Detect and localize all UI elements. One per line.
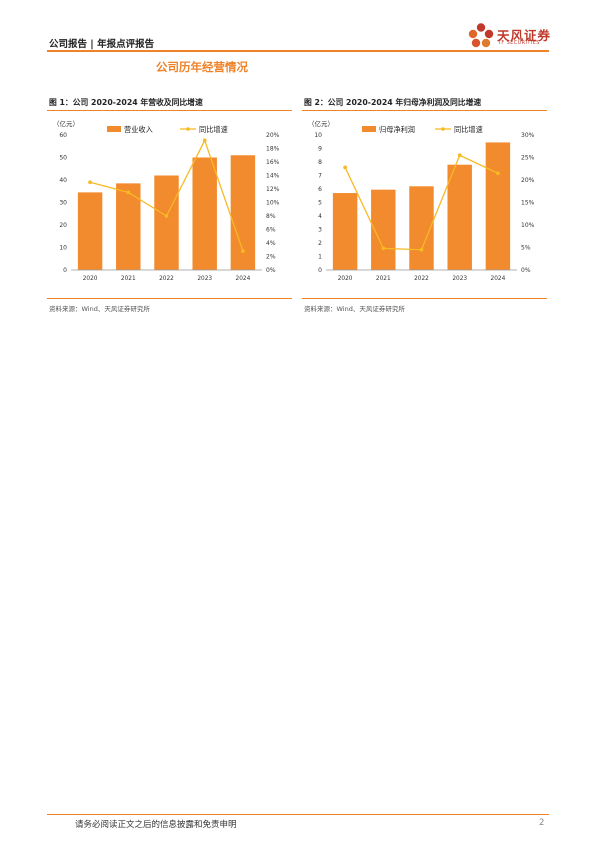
y-left-tick-label: 5 xyxy=(318,200,322,207)
company-logo: 天风证券 TF SECURITIES xyxy=(467,22,557,52)
bar xyxy=(77,192,103,270)
figure-1-title: 图 1：公司 2020-2024 年营收及同比增速 xyxy=(49,98,203,107)
bar xyxy=(332,193,358,270)
section-title: 公司历年经营情况 xyxy=(156,60,248,74)
y-right-tick-label: 10% xyxy=(266,200,280,207)
y-right-tick-label: 25% xyxy=(521,155,535,162)
growth-point xyxy=(164,214,169,218)
legend-line-marker xyxy=(186,127,190,131)
y-right-tick-label: 30% xyxy=(521,132,535,139)
x-tick-label: 2023 xyxy=(197,276,212,282)
y-left-tick-label: 3 xyxy=(318,227,322,234)
y-left-tick-label: 20 xyxy=(59,222,67,229)
x-tick-label: 2020 xyxy=(83,276,98,282)
y-left-tick-label: 9 xyxy=(318,146,322,153)
y-right-tick-label: 15% xyxy=(521,200,535,207)
logo-text: 天风证券 xyxy=(497,28,552,43)
y-left-tick-label: 2 xyxy=(318,240,322,247)
y-left-tick-label: 0 xyxy=(318,267,322,274)
y-left-tick-label: 10 xyxy=(314,132,322,139)
bar xyxy=(192,157,217,270)
y-right-tick-label: 4% xyxy=(266,240,276,247)
bar xyxy=(154,175,179,270)
growth-point xyxy=(496,171,500,176)
x-tick-label: 2021 xyxy=(376,276,391,282)
y-left-tick-label: 30 xyxy=(59,200,67,207)
growth-point xyxy=(457,153,462,158)
y-left-tick-label: 7 xyxy=(318,173,322,180)
y-left-tick-label: 6 xyxy=(318,186,322,193)
flower-logo-icon xyxy=(468,23,494,48)
growth-point xyxy=(343,165,347,170)
growth-point xyxy=(126,190,131,195)
y-right-tick-label: 18% xyxy=(266,146,280,153)
figure-1-bottom-rule xyxy=(47,298,292,299)
growth-point xyxy=(88,180,92,185)
x-tick-label: 2021 xyxy=(121,276,136,282)
y-right-tick-label: 5% xyxy=(521,245,531,252)
y-left-tick-label: 4 xyxy=(318,213,322,220)
legend-line-label: 同比增速 xyxy=(454,125,483,134)
y-left-tick-label: 1 xyxy=(318,254,322,261)
y-right-tick-label: 16% xyxy=(266,159,280,166)
y-right-tick-label: 0% xyxy=(521,267,531,274)
footer-disclaimer: 请务必阅读正文之后的信息披露和免责申明 xyxy=(75,820,237,830)
growth-point xyxy=(202,138,207,143)
figure-2-chart: （亿元） 0 1 2 3 4 5 6 7 8 9 10 0% 5% 10% 15% 20% 25% 30% 2020 2… xyxy=(308,119,535,282)
y-right-tick-label: 2% xyxy=(266,254,276,261)
bar xyxy=(447,164,472,270)
y-right-tick-label: 12% xyxy=(266,186,280,193)
figure-1-top-rule xyxy=(47,110,292,111)
growth-point xyxy=(241,249,245,254)
y-left-tick-label: 0 xyxy=(63,267,67,274)
legend-line-marker xyxy=(441,127,445,131)
legend-bar-swatch xyxy=(107,126,121,132)
y-right-tick-label: 20% xyxy=(521,177,535,184)
growth-point xyxy=(381,246,386,251)
y-right-tick-label: 14% xyxy=(266,173,280,180)
x-tick-label: 2020 xyxy=(338,276,353,282)
legend-bar-label: 营业收入 xyxy=(124,125,153,134)
bar xyxy=(485,142,511,270)
x-tick-label: 2023 xyxy=(452,276,467,282)
legend-bar-label: 归母净利润 xyxy=(379,125,415,134)
report-header-title: 公司报告 | 年报点评报告 xyxy=(49,39,155,50)
figure-2-title: 图 2：公司 2020-2024 年归母净利润及同比增速 xyxy=(304,98,482,107)
figure-1-chart: （亿元） 0 10 20 30 40 50 60 0% 2% 4% 6% 8% 10% 12% 14% 16% 1… xyxy=(53,119,280,282)
legend-line-label: 同比增速 xyxy=(199,125,228,134)
y-right-tick-label: 20% xyxy=(266,132,280,139)
x-tick-label: 2024 xyxy=(491,276,506,282)
unit-label: （亿元） xyxy=(308,119,334,128)
y-left-tick-label: 50 xyxy=(59,155,67,162)
y-left-tick-label: 60 xyxy=(59,132,67,139)
growth-point xyxy=(419,247,424,252)
footer-divider xyxy=(47,814,549,815)
page-number: 2 xyxy=(539,818,545,828)
y-right-tick-label: 6% xyxy=(266,227,276,234)
bar xyxy=(116,183,141,270)
figure-2-top-rule xyxy=(302,110,547,111)
y-left-tick-label: 10 xyxy=(59,245,67,252)
figure-1-source: 资料来源：Wind、天风证券研究所 xyxy=(49,305,150,313)
logo-subtext: TF SECURITIES xyxy=(498,41,540,46)
figure-2-bottom-rule xyxy=(302,298,547,299)
figure-2-source: 资料来源：Wind、天风证券研究所 xyxy=(304,305,405,313)
x-tick-label: 2022 xyxy=(414,276,429,282)
y-right-tick-label: 10% xyxy=(521,222,535,229)
y-right-tick-label: 8% xyxy=(266,213,276,220)
y-right-tick-label: 0% xyxy=(266,267,276,274)
legend-bar-swatch xyxy=(362,126,376,132)
y-left-tick-label: 8 xyxy=(318,159,322,166)
header-divider xyxy=(47,50,549,52)
x-tick-label: 2022 xyxy=(159,276,174,282)
x-tick-label: 2024 xyxy=(236,276,251,282)
unit-label: （亿元） xyxy=(53,119,79,128)
y-left-tick-label: 40 xyxy=(59,177,67,184)
